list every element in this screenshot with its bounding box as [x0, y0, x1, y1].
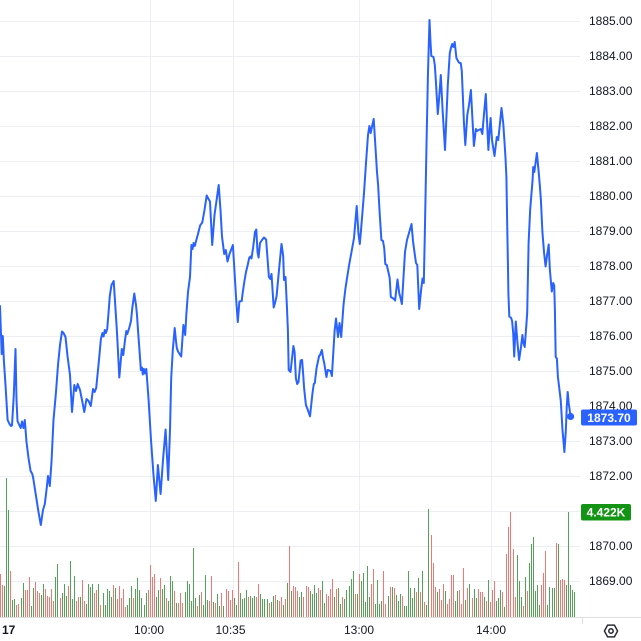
- svg-text:1880.00: 1880.00: [589, 189, 633, 203]
- svg-text:4.422K: 4.422K: [587, 506, 626, 520]
- svg-text:1873.70: 1873.70: [587, 411, 631, 425]
- svg-text:1881.00: 1881.00: [589, 154, 633, 168]
- svg-text:1873.00: 1873.00: [589, 434, 633, 448]
- svg-text:1883.00: 1883.00: [589, 84, 633, 98]
- svg-text:1879.00: 1879.00: [589, 224, 633, 238]
- svg-text:1872.00: 1872.00: [589, 469, 633, 483]
- svg-text:1884.00: 1884.00: [589, 49, 633, 63]
- svg-text:1876.00: 1876.00: [589, 329, 633, 343]
- svg-text:14:00: 14:00: [476, 623, 506, 637]
- svg-text:1885.00: 1885.00: [589, 14, 633, 28]
- svg-text:1877.00: 1877.00: [589, 294, 633, 308]
- svg-text:1878.00: 1878.00: [589, 259, 633, 273]
- svg-text:17: 17: [2, 623, 16, 637]
- svg-text:1882.00: 1882.00: [589, 119, 633, 133]
- svg-text:13:00: 13:00: [344, 623, 374, 637]
- svg-text:10:00: 10:00: [134, 623, 164, 637]
- svg-text:1869.00: 1869.00: [589, 574, 633, 588]
- svg-text:1875.00: 1875.00: [589, 364, 633, 378]
- svg-text:10:35: 10:35: [215, 623, 245, 637]
- svg-text:1870.00: 1870.00: [589, 539, 633, 553]
